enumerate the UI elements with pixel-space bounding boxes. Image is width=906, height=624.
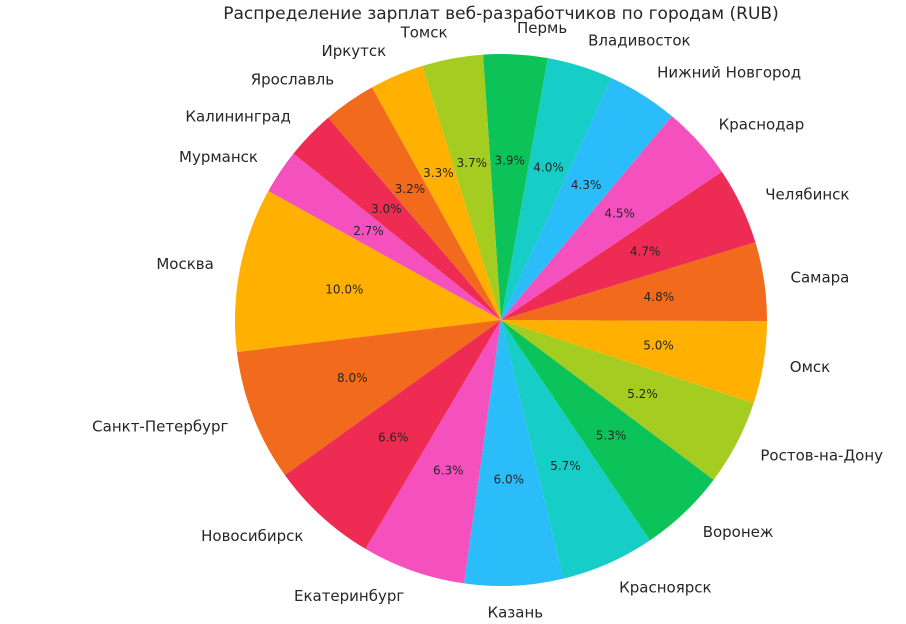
slice-percent-новосибирск: 6.6% — [378, 431, 409, 445]
slice-label-томск: Томск — [400, 23, 448, 41]
slice-percent-ростов-на-дону: 5.2% — [627, 387, 658, 401]
chart-title: Распределение зарплат веб-разработчиков … — [223, 4, 779, 24]
slice-label-москва: Москва — [156, 255, 213, 273]
slice-label-краснодар: Краснодар — [719, 115, 805, 133]
slice-label-мурманск: Мурманск — [179, 148, 258, 166]
pie-slice-москва — [235, 191, 502, 353]
slice-label-челябинск: Челябинск — [765, 185, 849, 203]
pie-slice-челябинск — [501, 171, 756, 320]
slice-percent-санкт-петербург: 8.0% — [337, 371, 368, 385]
pie-slice-омск — [501, 320, 767, 404]
slice-label-красноярск: Красноярск — [619, 579, 711, 597]
slice-percent-мурманск: 2.7% — [353, 224, 384, 238]
slice-label-санкт-петербург: Санкт-Петербург — [92, 417, 228, 435]
pie-slice-владивосток — [501, 58, 612, 320]
pie-slice-калининград — [293, 117, 501, 320]
slice-percent-краснодар: 4.5% — [604, 206, 635, 220]
slice-percent-иркутск: 3.3% — [423, 166, 454, 180]
slice-percent-екатеринбург: 6.3% — [433, 464, 464, 478]
slice-label-ярославль: Ярославль — [251, 71, 334, 89]
pie-slice-краснодар — [501, 116, 722, 320]
pie-slice-томск — [422, 54, 501, 320]
pie-slice-санкт-петербург — [236, 320, 502, 476]
pie-slice-красноярск — [501, 320, 650, 579]
pie-slice-новосибирск — [284, 320, 501, 549]
pie-slice-воронеж — [501, 320, 714, 541]
pie-slice-иркутск — [371, 65, 501, 320]
slice-percent-владивосток: 4.0% — [533, 161, 564, 175]
slice-label-воронеж: Воронеж — [703, 523, 774, 541]
slice-label-иркутск: Иркутск — [321, 42, 386, 60]
slice-percent-красноярск: 5.7% — [550, 459, 581, 473]
pie-slice-ростов-на-дону — [501, 320, 754, 480]
slice-percent-воронеж: 5.3% — [596, 429, 627, 443]
slice-percent-калининград: 3.0% — [371, 202, 402, 216]
slice-percent-москва: 10.0% — [325, 282, 363, 296]
slice-percent-нижний-новгород: 4.3% — [571, 178, 602, 192]
slice-percent-пермь: 3.9% — [494, 154, 525, 168]
slice-label-новосибирск: Новосибирск — [201, 527, 303, 545]
pie-slice-пермь — [483, 54, 548, 321]
slice-percent-челябинск: 4.7% — [630, 244, 661, 258]
slice-label-самара: Самара — [790, 268, 849, 286]
slice-label-владивосток: Владивосток — [588, 32, 690, 50]
slice-label-омск: Омск — [790, 358, 830, 376]
slice-percent-ярославль: 3.2% — [395, 182, 426, 196]
pie-slice-казань — [464, 320, 564, 587]
slice-label-екатеринбург: Екатеринбург — [294, 587, 404, 605]
pie-slice-нижний-новгород — [501, 77, 672, 321]
pie-slice-екатеринбург — [365, 320, 501, 584]
slice-percent-томск: 3.7% — [457, 156, 488, 170]
slice-label-казань: Казань — [487, 603, 543, 621]
slice-percent-казань: 6.0% — [494, 472, 525, 486]
slice-label-калининград: Калининград — [185, 107, 291, 125]
slice-percent-самара: 4.8% — [644, 290, 675, 304]
slice-label-нижний-новгород: Нижний Новгород — [657, 63, 801, 81]
slice-label-ростов-на-дону: Ростов-на-Дону — [760, 446, 883, 464]
pie-slice-ярославль — [328, 87, 501, 320]
pie-slice-самара — [501, 242, 768, 322]
pie-slice-мурманск — [268, 153, 501, 320]
slice-label-пермь: Пермь — [517, 19, 567, 37]
slice-percent-омск: 5.0% — [643, 339, 674, 353]
